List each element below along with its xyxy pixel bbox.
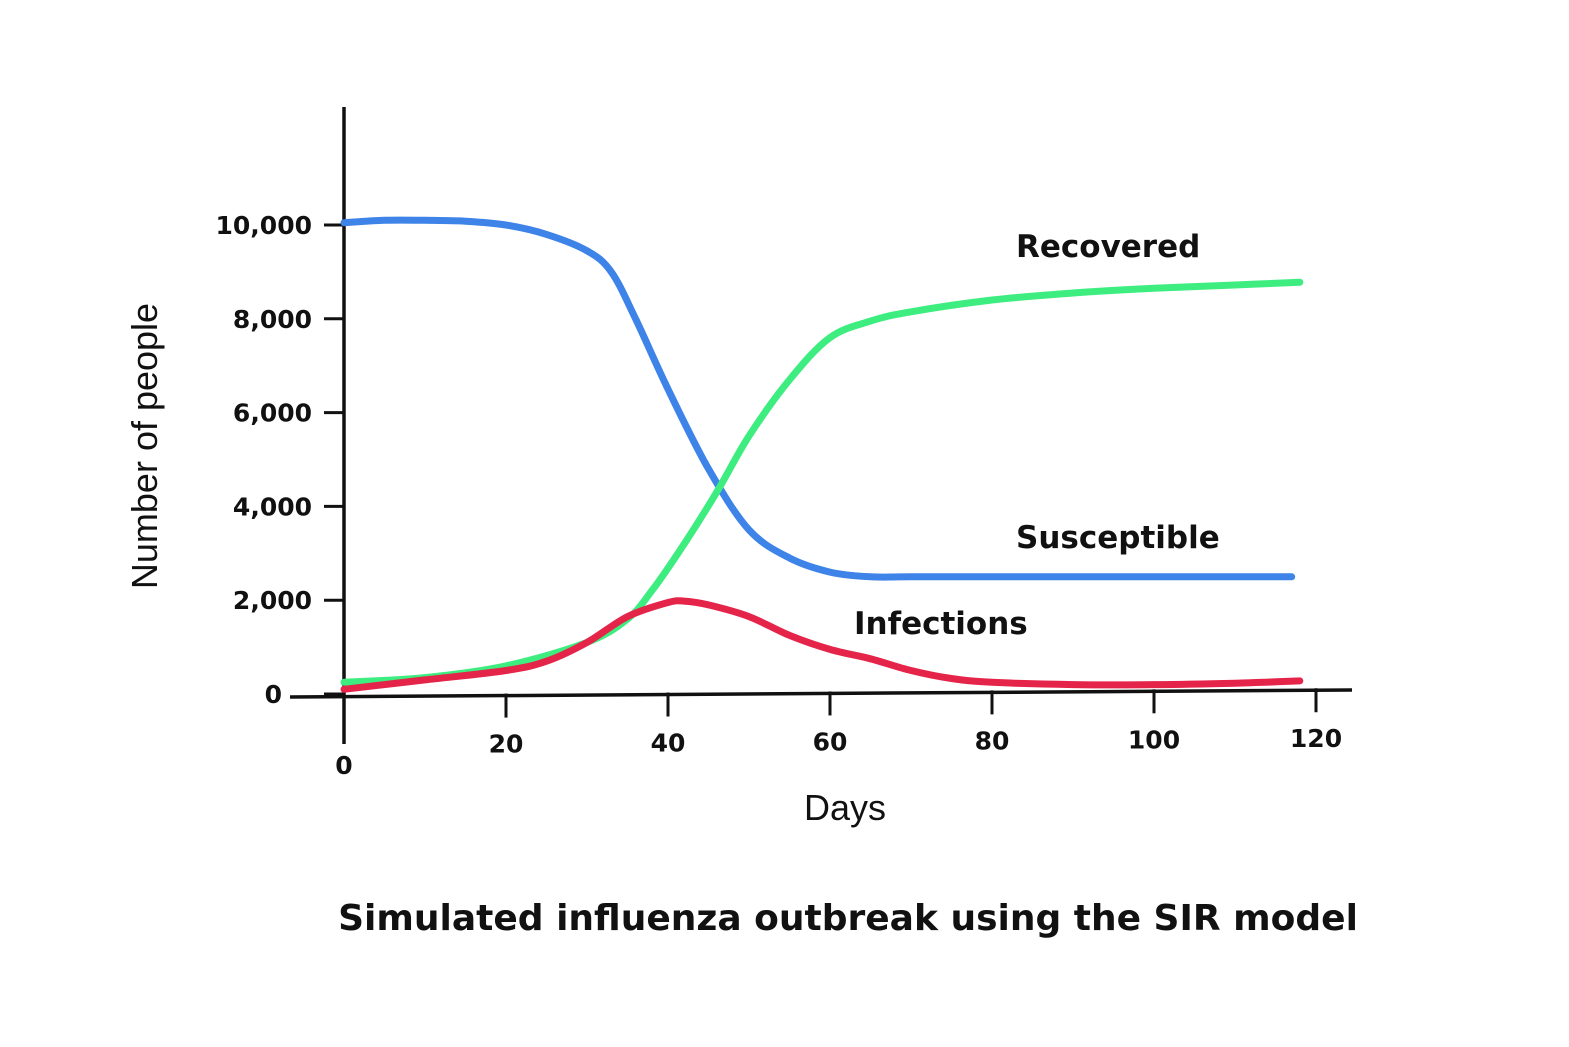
x-tick-label: 40 (651, 729, 686, 758)
x-tick-label: 20 (489, 730, 524, 759)
series-lines (340, 216, 1304, 693)
x-tick-label: 100 (1128, 725, 1180, 754)
y-tick-label: 6,000 (233, 399, 312, 428)
y-axis-ticks: 0 2,000 4,000 6,000 8,000 10,000 (216, 211, 344, 709)
series-line-infections (340, 597, 1304, 693)
series-label-susceptible: Susceptible (1016, 520, 1220, 556)
x-axis-line (289, 688, 1353, 699)
series-line-susceptible (340, 216, 1296, 581)
x-tick-label: 60 (813, 727, 848, 756)
x-axis-title: Days (804, 787, 886, 828)
chart-title: Simulated influenza outbreak using the S… (338, 898, 1358, 939)
y-tick-label: 4,000 (233, 492, 312, 521)
y-axis-title: Number of people (124, 303, 165, 589)
y-tick-label: 2,000 (233, 586, 312, 615)
x-axis-ticks: 0 20 40 60 80 100 120 (335, 688, 1342, 780)
x-tick-label: 0 (335, 751, 352, 780)
x-tick-label: 120 (1290, 724, 1342, 753)
y-tick-label: 8,000 (233, 305, 312, 334)
series-line-recovered (340, 278, 1304, 686)
series-label-recovered: Recovered (1016, 229, 1200, 265)
y-tick-label: 0 (265, 680, 282, 709)
series-label-infections: Infections (854, 606, 1028, 642)
y-tick-label: 10,000 (216, 211, 312, 240)
x-tick-label: 80 (975, 726, 1010, 755)
